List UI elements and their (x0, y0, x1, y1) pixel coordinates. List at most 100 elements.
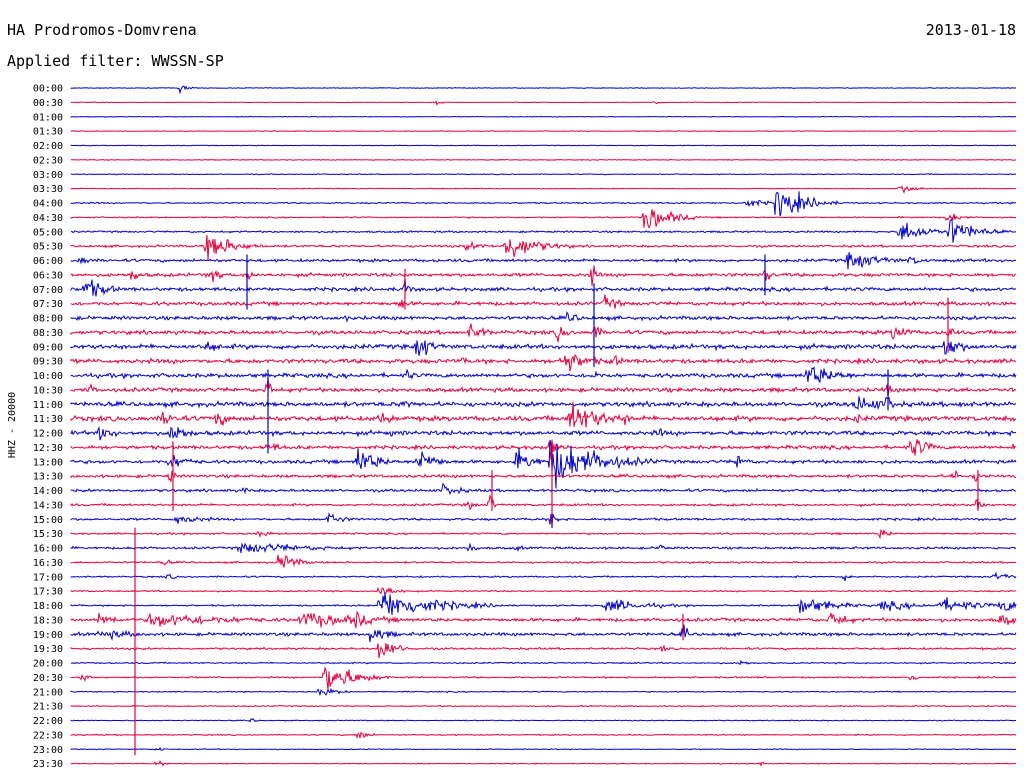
spikes (134, 254, 979, 756)
trace-0130 (70, 130, 1017, 133)
trace-1200 (70, 425, 1017, 441)
trace-1730 (70, 586, 1017, 595)
y-tick-label: 22:00 (33, 716, 63, 727)
y-tick-label: 00:00 (33, 84, 63, 95)
y-tick-label: 13:00 (33, 457, 63, 468)
y-tick-label: 12:30 (33, 443, 63, 454)
y-tick-label: 02:00 (33, 141, 63, 152)
trace-2030 (70, 666, 1017, 691)
trace-0400 (70, 191, 1017, 217)
trace-1900 (70, 624, 1017, 642)
trace-0830 (70, 323, 1017, 343)
y-tick-label: 01:30 (33, 127, 63, 138)
y-tick-label: 21:30 (33, 702, 63, 713)
y-tick-labels: 00:00 00:30 01:00 01:30 02:00 02:30 03:00 03:30… (33, 84, 63, 771)
trace-0530 (70, 235, 1016, 261)
y-tick-label: 19:30 (33, 644, 63, 655)
trace-0730 (70, 294, 1017, 309)
trace-1230 (70, 439, 1017, 460)
trace-0600 (70, 252, 1017, 270)
trace-0100 (70, 115, 1016, 118)
y-tick-label: 17:30 (33, 587, 63, 598)
y-tick-label: 02:30 (33, 155, 63, 166)
trace-0900 (70, 340, 1017, 356)
trace-1800 (70, 592, 1017, 616)
trace-0500 (70, 218, 1017, 243)
trace-1300 (70, 439, 1017, 489)
trace-1130 (70, 401, 1017, 428)
y-tick-label: 15:30 (33, 529, 63, 540)
y-tick-label: 00:30 (33, 98, 63, 109)
trace-2130 (70, 704, 1017, 708)
y-tick-label: 07:00 (33, 285, 63, 296)
y-tick-label: 05:00 (33, 227, 63, 238)
y-tick-label: 22:30 (33, 730, 63, 741)
traces (70, 85, 1017, 767)
y-tick-label: 18:30 (33, 615, 63, 626)
trace-1030 (70, 378, 1017, 397)
y-tick-label: 06:30 (33, 270, 63, 281)
trace-1100 (70, 396, 1017, 411)
y-tick-label: 15:00 (33, 515, 63, 526)
trace-0330 (70, 184, 1017, 194)
trace-0630 (70, 265, 1017, 287)
trace-0800 (70, 311, 1017, 323)
y-tick-label: 03:00 (33, 170, 63, 181)
trace-0930 (70, 354, 1017, 372)
y-tick-label: 17:00 (33, 572, 63, 583)
y-tick-label: 03:30 (33, 184, 63, 195)
y-tick-label: 09:00 (33, 342, 63, 353)
y-tick-label: 14:00 (33, 486, 63, 497)
y-tick-label: 19:00 (33, 630, 63, 641)
trace-1630 (70, 554, 1017, 568)
trace-2200 (70, 718, 1017, 723)
y-tick-label: 11:00 (33, 400, 63, 411)
trace-1600 (70, 542, 1017, 554)
y-tick-label: 16:30 (33, 558, 63, 569)
y-tick-label: 06:00 (33, 256, 63, 267)
y-tick-label: 07:30 (33, 299, 63, 310)
y-tick-label: 16:00 (33, 544, 63, 555)
filter-label: Applied filter: WWSSN-SP (7, 52, 224, 70)
trace-0230 (70, 158, 1017, 161)
trace-2330 (70, 760, 1017, 767)
trace-1500 (70, 512, 1017, 529)
trace-1530 (70, 528, 1017, 540)
y-tick-label: 08:00 (33, 314, 63, 325)
y-tick-label: 18:00 (33, 601, 63, 612)
trace-2230 (70, 731, 1017, 740)
y-tick-label: 11:30 (33, 414, 63, 425)
y-tick-label: 04:30 (33, 213, 63, 224)
trace-0700 (70, 278, 1017, 297)
y-tick-label: 13:30 (33, 472, 63, 483)
y-tick-label: 04:00 (33, 199, 63, 210)
y-tick-label: 20:00 (33, 659, 63, 670)
station-title: HA Prodromos-Domvrena (7, 21, 197, 39)
y-tick-label: 10:00 (33, 371, 63, 382)
y-axis-label: HHZ - 20000 (7, 392, 18, 458)
trace-0000 (70, 85, 1017, 95)
trace-1430 (70, 493, 1016, 511)
trace-0300 (70, 173, 1017, 176)
y-tick-label: 09:30 (33, 357, 63, 368)
trace-0430 (70, 209, 1017, 229)
y-tick-label: 23:00 (33, 745, 63, 756)
trace-0030 (71, 100, 1017, 106)
y-tick-label: 23:30 (33, 759, 63, 770)
trace-1000 (70, 366, 1017, 384)
trace-1700 (70, 571, 1017, 582)
trace-2300 (70, 746, 1017, 751)
trace-1930 (70, 643, 1017, 659)
y-tick-label: 05:30 (33, 242, 63, 253)
y-tick-label: 10:30 (33, 385, 63, 396)
y-tick-label: 01:00 (33, 112, 63, 123)
record-date: 2013-01-18 (926, 21, 1016, 39)
trace-1330 (70, 469, 1017, 483)
y-tick-label: 21:00 (33, 687, 63, 698)
trace-1400 (70, 482, 1017, 496)
trace-0200 (70, 144, 1017, 147)
trace-2100 (70, 687, 1017, 696)
trace-2000 (70, 659, 1017, 666)
y-tick-label: 12:00 (33, 429, 63, 440)
